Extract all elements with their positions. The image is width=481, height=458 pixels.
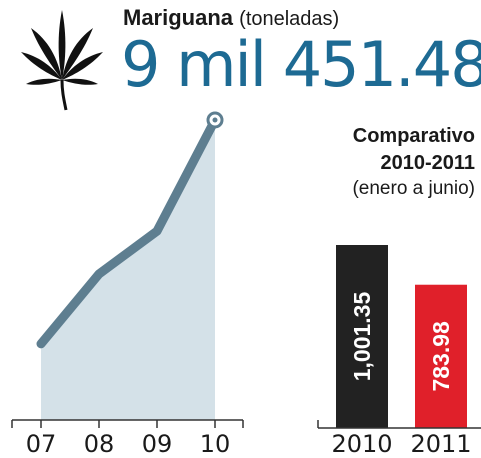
comparison-title-line2: 2010-2011 — [380, 152, 475, 174]
data-point-marker-dot — [212, 117, 218, 123]
comparison-subtitle: (enero a junio) — [352, 178, 475, 199]
series-line — [36, 115, 220, 349]
chart-title: Mariguana (toneladas) — [123, 5, 339, 31]
title-label: Mariguana — [123, 5, 234, 30]
x-tick-label: 08 — [84, 430, 115, 458]
comparison-title-line1: Comparativo — [352, 125, 475, 147]
bar-category-label: 2011 — [410, 430, 471, 458]
unit-label: (toneladas) — [239, 8, 340, 30]
bar-2010 — [336, 245, 388, 428]
comparison-title: Comparativo 2010-2011 — [353, 123, 475, 177]
total-value: 9 mil 451.48 — [121, 28, 481, 101]
x-tick-label: 10 — [200, 430, 231, 458]
bar-value-label: 1,001.35 — [349, 292, 375, 382]
area-fill — [41, 120, 215, 420]
bar-2011 — [415, 284, 467, 428]
bar-category-label: 2010 — [331, 430, 392, 458]
x-tick-label: 07 — [26, 430, 57, 458]
bar-value-label: 783.98 — [428, 321, 454, 392]
x-tick-label: 09 — [142, 430, 173, 458]
